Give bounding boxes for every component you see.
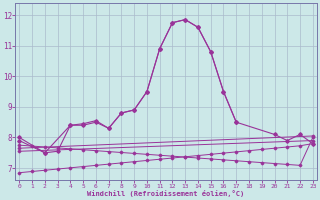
X-axis label: Windchill (Refroidissement éolien,°C): Windchill (Refroidissement éolien,°C) (87, 190, 245, 197)
